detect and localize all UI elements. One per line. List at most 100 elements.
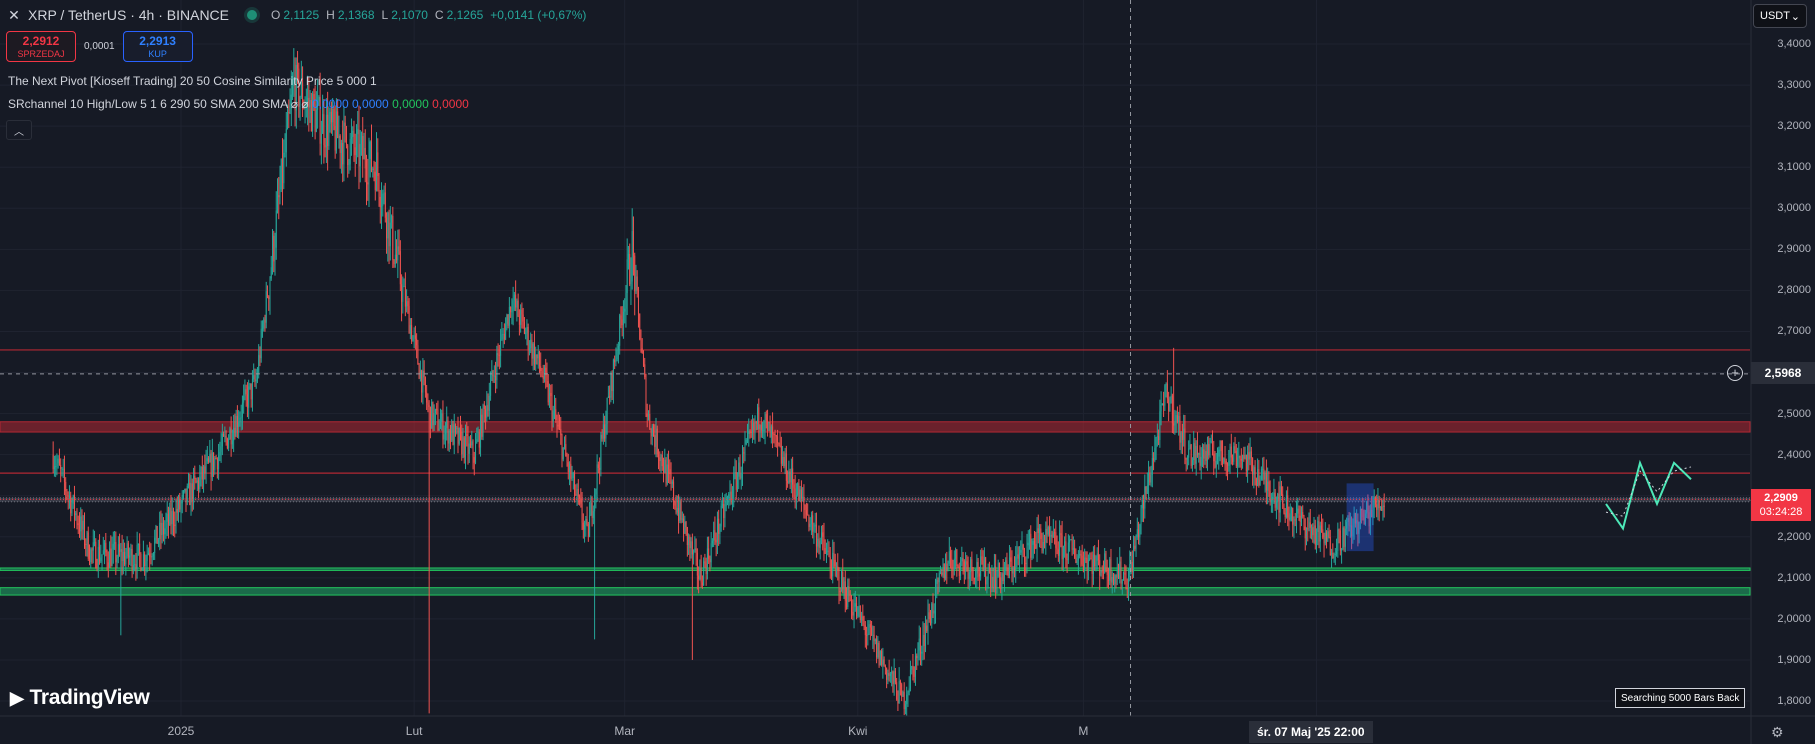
symbol-header[interactable]: ✕ XRP / TetherUS · 4h · BINANCE O 2,1125 … — [6, 4, 590, 26]
candle-body — [664, 459, 666, 473]
price-axis-label: 2,8000 — [1777, 284, 1811, 297]
candle-body — [251, 379, 253, 400]
candle-body — [191, 483, 193, 502]
candle-body — [545, 367, 547, 376]
candle-body — [1218, 449, 1220, 457]
candle-body — [340, 142, 342, 154]
candle-body — [1333, 554, 1335, 559]
candle-body — [1089, 558, 1091, 561]
candle-body — [159, 522, 161, 540]
candle-body — [299, 96, 301, 107]
xrp-logo-icon: ✕ — [8, 6, 20, 23]
candle-body — [658, 454, 660, 458]
candle-body — [1029, 533, 1031, 543]
candle-body — [1379, 506, 1381, 509]
candle-body — [1023, 549, 1025, 563]
candle-body — [86, 532, 88, 545]
candle-body — [238, 422, 240, 428]
candle-body — [1382, 505, 1384, 511]
candle-body — [1141, 499, 1143, 509]
candle-body — [493, 375, 495, 377]
buy-button[interactable]: 2,2913 KUP — [122, 31, 193, 62]
candle-body — [630, 281, 632, 285]
bar-countdown: 03:24:28 — [1759, 506, 1803, 518]
candle-body — [1243, 455, 1245, 459]
candle-body — [373, 168, 375, 172]
indicator-next-pivot[interactable]: The Next Pivot [Kioseff Trading] 20 50 C… — [8, 74, 377, 88]
add-alert-icon[interactable]: + — [1727, 365, 1743, 381]
candle-body — [1067, 542, 1069, 561]
candle-body — [848, 585, 850, 601]
candle-body — [304, 106, 306, 108]
indicator-srchannel[interactable]: SRchannel 10 High/Low 5 1 6 290 50 SMA 2… — [8, 97, 469, 111]
candle-body — [1248, 452, 1250, 460]
candle-body — [948, 551, 950, 564]
collapse-indicators-button[interactable]: ︿ — [6, 120, 32, 140]
candle-body — [660, 454, 662, 462]
candle-body — [532, 343, 534, 359]
candle-body — [750, 431, 752, 433]
candle-body — [576, 488, 578, 495]
candle-body — [552, 410, 554, 422]
candle-body — [945, 563, 947, 579]
candle-body — [852, 611, 854, 616]
candle-body — [1066, 559, 1068, 561]
candle-body — [981, 556, 983, 561]
symbol-title[interactable]: XRP / TetherUS · 4h · BINANCE — [28, 7, 229, 23]
candle-body — [271, 235, 273, 268]
candle-body — [462, 437, 464, 455]
candle-body — [1300, 512, 1302, 522]
candle-body — [411, 325, 413, 342]
candle-body — [359, 143, 361, 167]
candle-body — [1170, 395, 1172, 403]
candle-body — [369, 141, 371, 159]
candle-body — [815, 524, 817, 547]
candle-body — [527, 326, 529, 350]
candle-body — [508, 307, 510, 326]
candle-body — [1311, 527, 1313, 529]
candle-body — [97, 546, 99, 568]
candle-body — [1223, 458, 1225, 463]
candle-body — [985, 557, 987, 585]
time-axis-label: Mar — [614, 724, 636, 738]
gear-icon[interactable]: ⚙ — [1771, 724, 1784, 740]
candle-body — [983, 557, 985, 571]
candle-body — [1224, 458, 1226, 462]
market-status-icon[interactable] — [247, 10, 257, 20]
candle-body — [160, 522, 162, 536]
time-axis-label: Lut — [405, 724, 423, 738]
candle-body — [505, 323, 507, 340]
candle-body — [124, 551, 126, 565]
candle-body — [1070, 539, 1072, 541]
tradingview-logo[interactable]: ▶︎ TradingView — [10, 686, 150, 710]
candle-body — [823, 536, 825, 549]
candle-body — [100, 557, 102, 562]
candle-body — [572, 473, 574, 479]
candle-body — [213, 452, 215, 471]
candle-body — [1381, 506, 1383, 511]
candle-body — [856, 603, 858, 617]
candle-body — [1334, 553, 1336, 555]
candle-body — [205, 461, 207, 474]
candle-body — [700, 568, 702, 583]
candle-body — [1326, 532, 1328, 542]
candle-body — [298, 68, 300, 107]
candle-body — [858, 605, 860, 608]
candle-body — [194, 475, 196, 480]
candle-body — [463, 437, 465, 458]
candle-body — [1060, 533, 1062, 536]
candle-body — [1229, 446, 1231, 461]
candle-body — [730, 491, 732, 501]
candle-body — [277, 195, 279, 211]
candle-body — [181, 494, 183, 504]
currency-select[interactable]: USDT ⌄ — [1753, 4, 1807, 28]
candle-body — [1133, 545, 1135, 572]
candle-body — [837, 566, 839, 571]
sell-button[interactable]: 2,2912 SPRZEDAJ — [6, 31, 76, 62]
candle-body — [655, 428, 657, 447]
candle-body — [789, 471, 791, 483]
candle-body — [364, 147, 366, 169]
candle-body — [342, 142, 344, 165]
candle-body — [203, 466, 205, 480]
